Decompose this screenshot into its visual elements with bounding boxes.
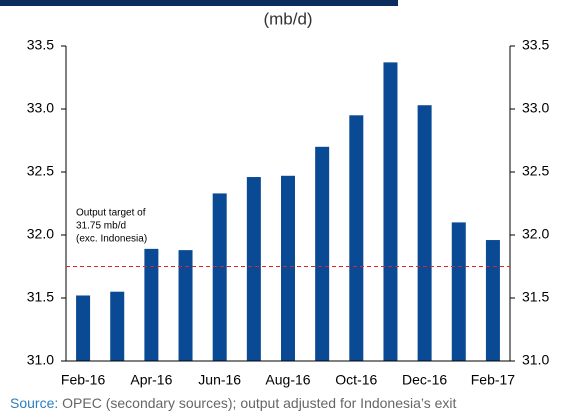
x-tick-label: Feb-17 bbox=[471, 372, 516, 388]
bar bbox=[485, 240, 500, 361]
annotation: (exc. Indonesia) bbox=[76, 234, 147, 245]
y2-tick-label: 32.0 bbox=[522, 226, 549, 242]
y2-tick-label: 31.0 bbox=[522, 352, 549, 368]
bar bbox=[281, 175, 295, 361]
annotation: Output target of bbox=[76, 208, 146, 219]
annotation: 31.75 mb/d bbox=[76, 221, 126, 232]
y-tick-label: 32.5 bbox=[27, 163, 54, 179]
x-tick-label: Jun-16 bbox=[198, 372, 241, 388]
x-tick-label: Oct-16 bbox=[335, 372, 377, 388]
chart-subtitle: (mb/d) bbox=[263, 9, 312, 28]
x-tick-label: Aug-16 bbox=[265, 372, 310, 388]
bar bbox=[246, 177, 261, 361]
y-tick-label: 31.5 bbox=[27, 289, 54, 305]
y-tick-label: 33.0 bbox=[27, 100, 54, 116]
bar bbox=[383, 62, 398, 361]
x-tick-label: Dec-16 bbox=[402, 372, 447, 388]
source-label: Source: bbox=[10, 395, 58, 411]
x-tick-label: Apr-16 bbox=[130, 372, 172, 388]
bar bbox=[349, 115, 364, 361]
bar bbox=[110, 291, 125, 361]
source: Source: OPEC (secondary sources); output… bbox=[10, 395, 457, 411]
bar bbox=[212, 193, 227, 361]
x-tick-label: Feb-16 bbox=[61, 372, 106, 388]
bar bbox=[417, 105, 432, 361]
y2-tick-label: 33.0 bbox=[522, 100, 549, 116]
y2-tick-label: 31.5 bbox=[522, 289, 549, 305]
bar bbox=[178, 250, 193, 361]
bar bbox=[315, 146, 330, 361]
y-tick-label: 33.5 bbox=[27, 37, 54, 53]
y2-tick-label: 33.5 bbox=[522, 37, 549, 53]
bar bbox=[76, 295, 91, 361]
bar bbox=[451, 222, 466, 361]
title-band bbox=[0, 0, 398, 6]
bar bbox=[144, 248, 159, 361]
y2-tick-label: 32.5 bbox=[522, 163, 549, 179]
source-text: OPEC (secondary sources); output adjuste… bbox=[62, 395, 456, 411]
y-tick-label: 32.0 bbox=[27, 226, 54, 242]
y-tick-label: 31.0 bbox=[27, 352, 54, 368]
